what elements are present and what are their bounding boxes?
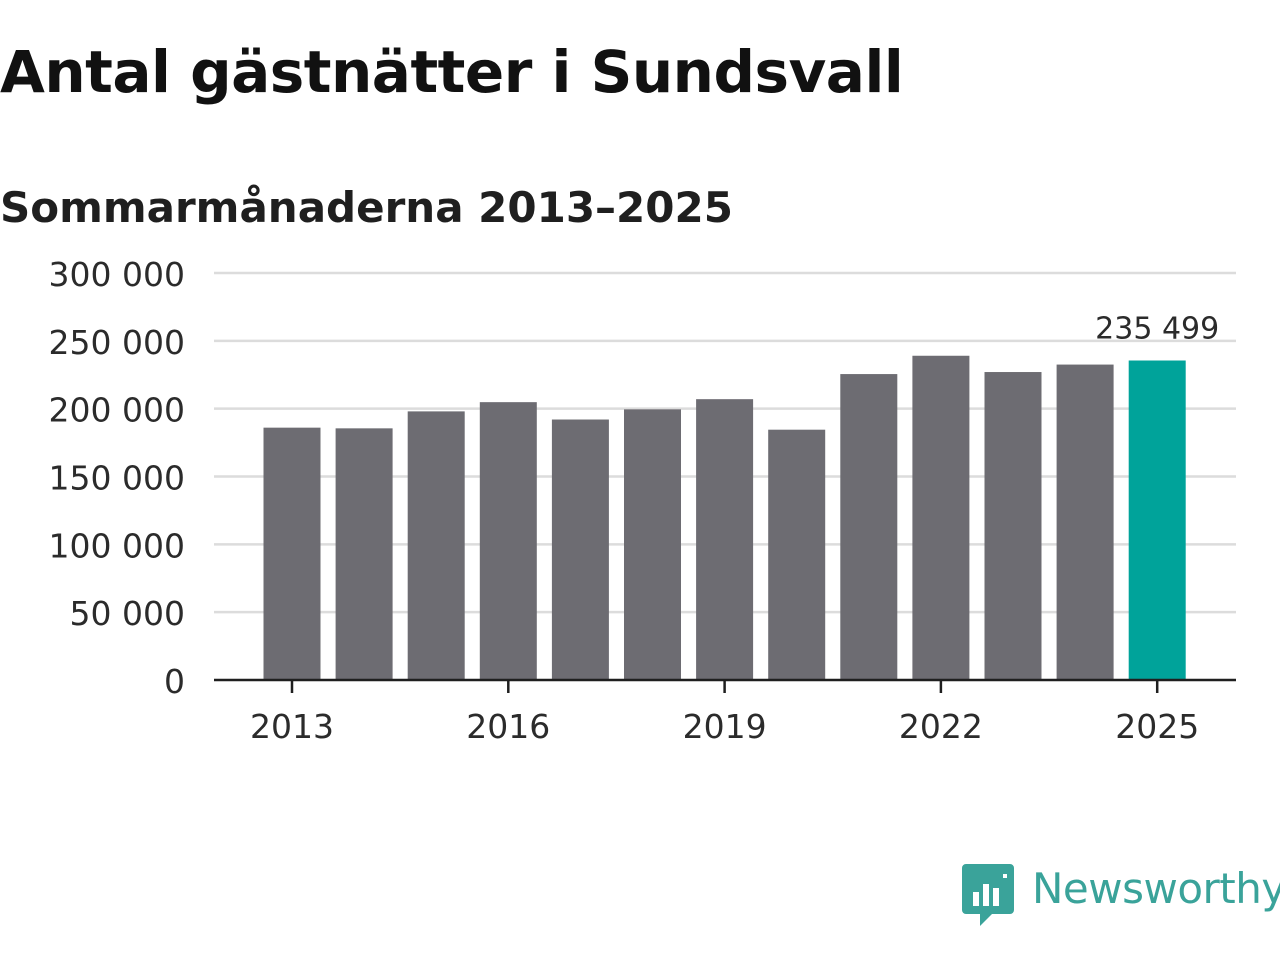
bar-2013: [263, 427, 321, 680]
brand-name: Newsworthy: [1032, 864, 1280, 913]
y-tick-label: 50 000: [70, 594, 185, 633]
bar-2024: [1056, 364, 1114, 680]
chart-subtitle: Sommarmånaderna 2013–2025: [0, 183, 733, 232]
y-tick-label: 200 000: [49, 391, 185, 430]
x-tick-label: 2025: [1115, 707, 1199, 746]
y-tick-label: 300 000: [49, 255, 185, 294]
y-tick-label: 100 000: [49, 526, 185, 565]
newsworthy-logo-icon: [962, 864, 1014, 926]
bar-2025: [1128, 360, 1186, 680]
y-tick-label: 0: [164, 662, 185, 701]
x-tick-label: 2022: [899, 707, 983, 746]
data-label: 235 499: [1095, 312, 1219, 347]
bar-2022: [912, 355, 970, 680]
y-tick-label: 250 000: [49, 323, 185, 362]
bar-2015: [407, 411, 465, 680]
bar-2021: [840, 374, 898, 680]
data-labels: 235 499: [1095, 312, 1219, 347]
bars: [263, 355, 1186, 680]
bar-2017: [551, 419, 609, 680]
bar-2018: [624, 409, 681, 680]
bar-2016: [479, 402, 537, 680]
bar-2019: [696, 399, 754, 680]
x-tick-label: 2019: [683, 707, 767, 746]
y-axis-ticks: 0 50 000 100 000 150 000 200 000 250 000 300 0…: [49, 255, 185, 701]
bar-2020: [768, 429, 826, 680]
y-tick-label: 150 000: [49, 459, 185, 498]
bar-2023: [984, 372, 1042, 680]
x-tick-label: 2016: [466, 707, 550, 746]
x-tick-label: 2013: [250, 707, 334, 746]
chart-title: Antal gästnätter i Sundsvall: [0, 38, 904, 106]
x-axis-ticks: 2013 2016 2019 2022 2025: [250, 680, 1199, 746]
bar-2014: [335, 428, 393, 680]
brand-logo: Newsworthy: [962, 862, 1280, 928]
